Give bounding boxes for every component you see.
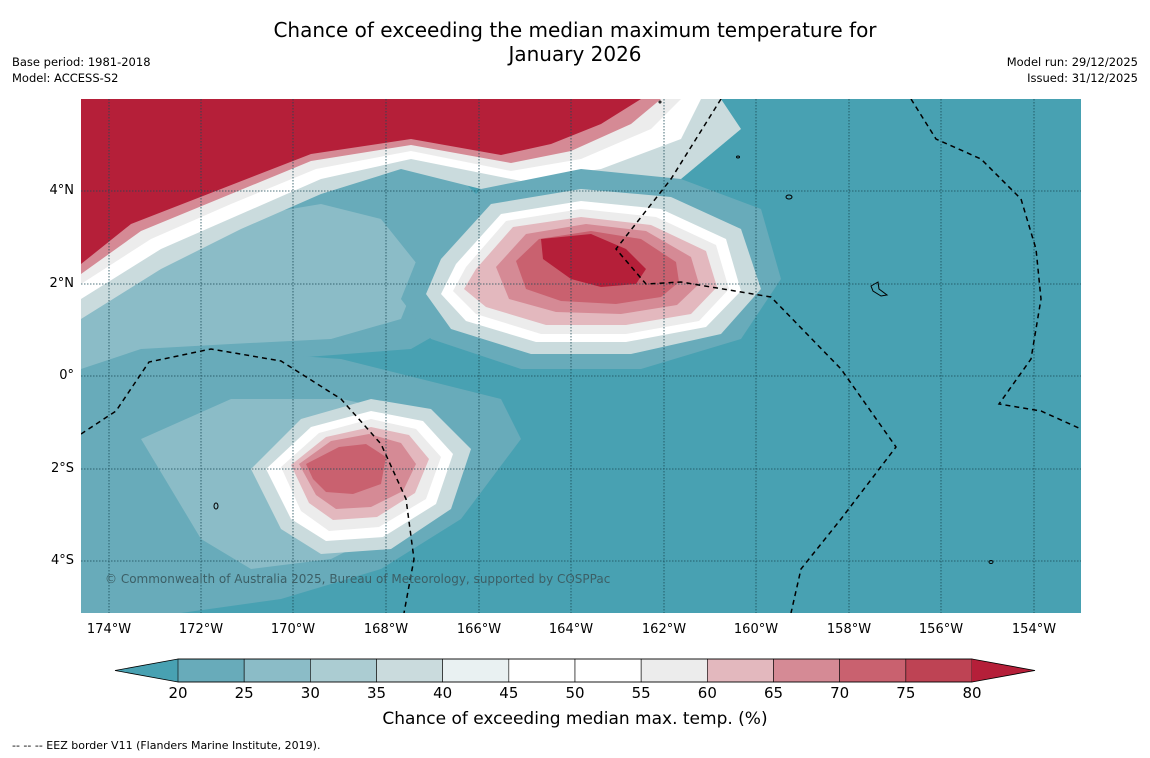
lon-label: 164°W [548,622,594,637]
colorbar-tick-label: 25 [234,684,254,702]
lon-label: 170°W [270,622,316,637]
islands [213,100,994,564]
lon-label: 166°W [456,622,502,637]
title-line-1: Chance of exceeding the median maximum t… [273,18,877,42]
colorbar-cell [773,658,840,683]
lat-label-4n: 4°N [49,183,75,198]
copyright-notice: © Commonwealth of Australia 2025, Bureau… [105,572,611,586]
meta-right: Model run: 29/12/2025 Issued: 31/12/2025 [1007,54,1138,86]
lon-label: 158°W [826,622,872,637]
colorbar-high-arrow [972,659,1035,682]
colorbar-tick-label: 40 [433,684,453,702]
colorbar-cell [508,658,576,683]
colorbar [0,650,1150,690]
lon-label: 160°W [733,622,779,637]
colorbar-svg [114,658,1036,683]
colorbar-tick-label: 50 [565,684,585,702]
forecast-map [81,99,1081,613]
colorbar-cell [376,658,443,683]
colorbar-tick-label: 55 [631,684,651,702]
colorbar-cell [640,658,708,683]
eez-borders [81,99,1081,613]
colorbar-tick-label: 75 [896,684,916,702]
colorbar-tick-label: 20 [168,684,188,702]
colorbar-tick-label: 45 [499,684,519,702]
colorbar-tick-label: 65 [763,684,784,702]
meta-left: Base period: 1981-2018 Model: ACCESS-S2 [12,54,151,86]
colorbar-cell [243,658,311,683]
colorbar-cell [574,658,642,683]
colorbar-tick-label: 35 [366,684,387,702]
lon-label: 156°W [918,622,964,637]
model-name: Model: ACCESS-S2 [12,71,119,85]
map-title: Chance of exceeding the median maximum t… [0,18,1150,66]
colorbar-cell [839,658,907,683]
colorbar-outline [114,658,1036,683]
colorbar-low-arrow [115,659,178,682]
lon-label: 168°W [363,622,409,637]
colorbar-tick-label: 80 [962,684,982,702]
model-run: Model run: 29/12/2025 [1006,55,1138,69]
lat-label-2s: 2°S [50,461,74,476]
colorbar-cell [442,658,510,683]
lat-label-2n: 2°N [49,276,75,291]
eez-footnote: -- -- -- EEZ border V11 (Flanders Marine… [12,739,321,752]
title-line-2: January 2026 [508,42,642,66]
colorbar-tick-label: 70 [830,684,850,702]
colorbar-cell [707,658,774,683]
field-north-80 [81,99,641,264]
base-period: Base period: 1981-2018 [12,55,151,69]
colorbar-cell [905,658,973,683]
lat-label-0: 0° [59,368,74,383]
lon-label: 172°W [178,622,224,637]
lat-label-4s: 4°S [50,553,74,568]
issued-date: Issued: 31/12/2025 [1027,71,1138,85]
colorbar-tick-label: 60 [697,684,717,702]
field-central-80 [541,234,646,287]
colorbar-label: Chance of exceeding median max. temp. (%… [382,709,768,729]
colorbar-cells [177,658,973,683]
colorbar-tick-label: 30 [300,684,320,702]
colorbar-cell [310,658,377,683]
lon-label: 154°W [1011,622,1057,637]
colorbar-cell [177,658,245,683]
lon-label: 162°W [641,622,687,637]
lon-label: 174°W [86,622,132,637]
map-svg [81,99,1081,613]
